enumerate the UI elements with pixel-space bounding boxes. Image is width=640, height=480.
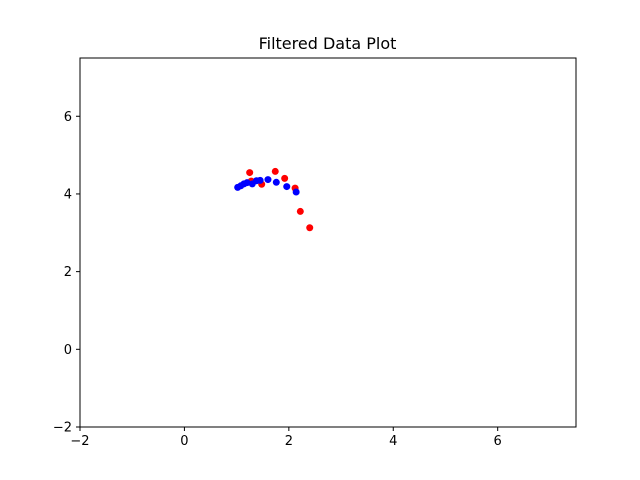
red-data-point bbox=[246, 169, 254, 177]
blue-data-point bbox=[272, 178, 280, 186]
x-tick-label: 2 bbox=[285, 434, 293, 449]
blue-data-point bbox=[256, 176, 264, 184]
blue-data-point bbox=[292, 188, 300, 196]
chart-title: Filtered Data Plot bbox=[259, 34, 397, 53]
red-data-point bbox=[296, 207, 304, 215]
x-tick-label: 0 bbox=[180, 434, 188, 449]
x-tick-label: 6 bbox=[494, 434, 502, 449]
red-data-point bbox=[271, 167, 279, 175]
red-data-point bbox=[281, 174, 289, 182]
y-tick-label: 4 bbox=[64, 187, 72, 202]
y-tick-label: 6 bbox=[64, 110, 72, 125]
x-tick-label: −2 bbox=[70, 434, 89, 449]
y-tick-label: 0 bbox=[64, 343, 72, 358]
blue-data-point bbox=[264, 176, 272, 184]
y-tick-label: 2 bbox=[64, 265, 72, 280]
plot-area: −2 0 2 4 6 −2 0 2 4 6 bbox=[53, 57, 577, 449]
blue-data-point bbox=[243, 179, 251, 187]
x-axis: −2 0 2 4 6 bbox=[70, 427, 502, 449]
x-tick-label: 4 bbox=[389, 434, 397, 449]
axes-frame bbox=[79, 57, 577, 428]
red-data-point bbox=[306, 224, 314, 232]
y-tick-label: −2 bbox=[53, 421, 72, 436]
data-points bbox=[234, 167, 314, 232]
y-axis: −2 0 2 4 6 bbox=[53, 110, 80, 436]
blue-data-point bbox=[283, 183, 291, 191]
